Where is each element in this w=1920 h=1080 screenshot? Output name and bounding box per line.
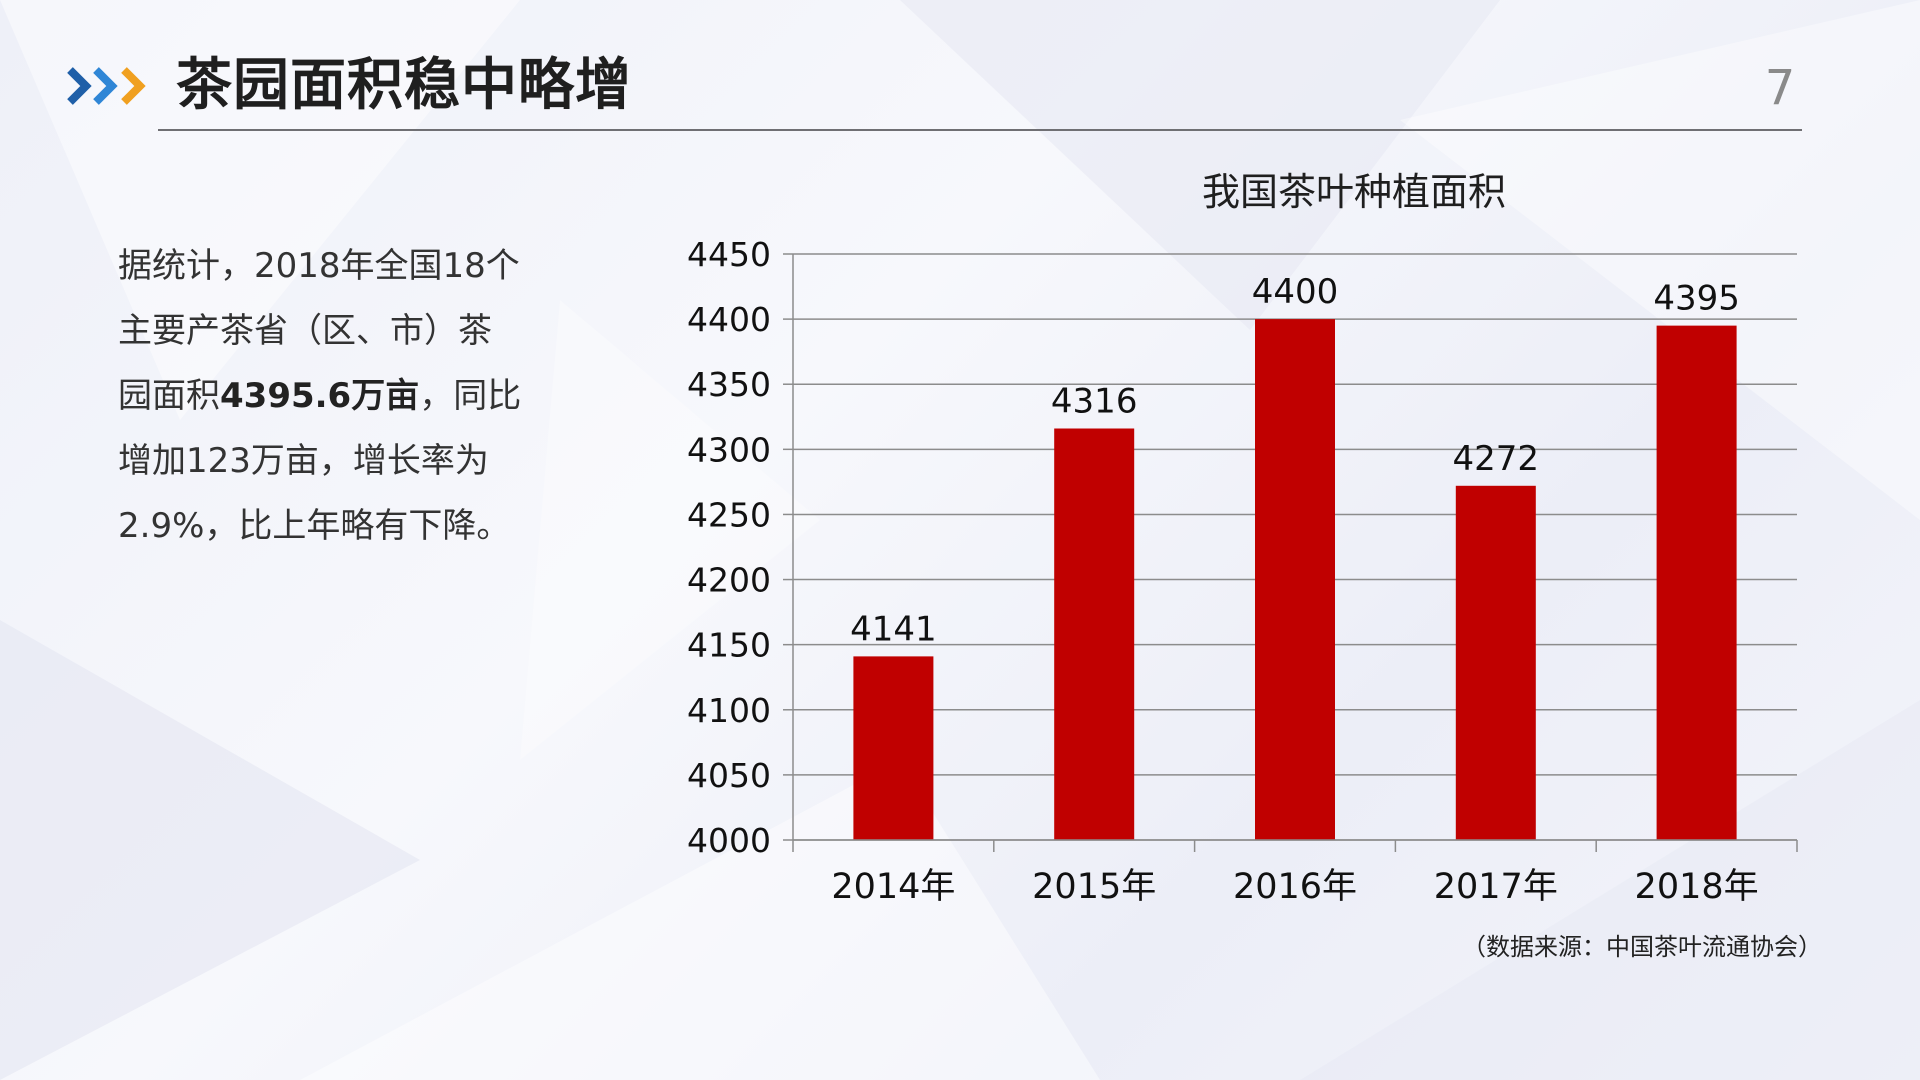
chart-bars xyxy=(853,319,1737,841)
y-tick-label: 4200 xyxy=(687,561,771,600)
y-tick-label: 4100 xyxy=(687,691,771,730)
chart-title: 我国茶叶种植面积 xyxy=(1202,170,1506,214)
summary-line-3: 园面积4395.6万亩，同比 xyxy=(118,364,548,429)
y-tick-label: 4400 xyxy=(687,300,771,339)
y-tick-label: 4250 xyxy=(687,495,771,534)
x-category-label: 2014年 xyxy=(831,867,955,907)
x-category-label: 2016年 xyxy=(1233,867,1357,907)
summary-line-1: 据统计，2018年全国18个 xyxy=(118,246,520,286)
y-tick-label: 4300 xyxy=(687,430,771,469)
arrow-1-icon xyxy=(67,67,92,105)
header-arrows-icon xyxy=(67,67,146,105)
header-divider xyxy=(158,129,1802,131)
summary-line-4: 增加123万亩，增长率为 xyxy=(118,441,489,481)
chart-axes xyxy=(783,253,1798,852)
arrow-3-icon xyxy=(121,67,146,105)
summary-line-5: 2.9%，比上年略有下降。 xyxy=(118,506,511,546)
page-number: 7 xyxy=(1764,60,1796,116)
data-label: 4316 xyxy=(1051,381,1138,421)
bar-2018年 xyxy=(1656,325,1737,841)
y-tick-label: 4350 xyxy=(687,365,771,404)
bar-2017年 xyxy=(1455,485,1536,840)
bar-2016年 xyxy=(1255,319,1335,841)
y-tick-label: 4050 xyxy=(687,756,771,795)
data-label: 4272 xyxy=(1453,439,1540,479)
y-tick-label: 4000 xyxy=(687,821,771,860)
data-label: 4395 xyxy=(1653,279,1740,319)
slide-title: 茶园面积稳中略增 xyxy=(176,53,632,118)
data-label: 4141 xyxy=(850,609,937,649)
summary-line-3-suffix: ，同比 xyxy=(419,376,522,416)
y-tick-label: 4150 xyxy=(687,626,771,665)
arrow-2-icon xyxy=(93,67,118,105)
x-category-label: 2018年 xyxy=(1635,867,1759,907)
summary-line-2: 主要产茶省（区、市）茶 xyxy=(118,311,492,351)
bar-2015年 xyxy=(1054,428,1135,840)
data-label: 4400 xyxy=(1252,272,1339,312)
summary-line-3-prefix: 园面积 xyxy=(118,376,220,416)
summary-text: 据统计，2018年全国18个 主要产茶省（区、市）茶 园面积4395.6万亩，同… xyxy=(118,234,548,559)
x-category-label: 2017年 xyxy=(1434,867,1558,907)
bar-2014年 xyxy=(853,656,934,840)
summary-highlight-value: 4395.6万亩 xyxy=(220,376,420,416)
source-note: （数据来源：中国茶叶流通协会） xyxy=(1462,933,1822,961)
x-category-label: 2015年 xyxy=(1032,867,1156,907)
y-tick-label: 4450 xyxy=(687,235,771,274)
chart-labels: 4000 4050 4100 4150 4200 4250 4300 4350 4400 4450… xyxy=(687,235,1759,907)
